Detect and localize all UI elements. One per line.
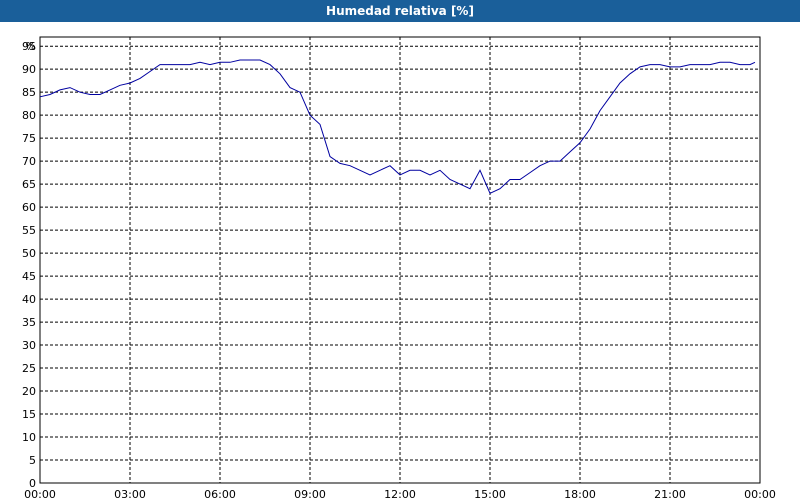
y-axis-label: % <box>26 40 36 53</box>
x-tick-time: 00:00 <box>24 488 56 500</box>
grid-lines <box>40 37 760 483</box>
x-tick-time: 15:00 <box>474 488 506 500</box>
x-tick-time: 00:00 <box>744 488 776 500</box>
y-tick-label: 80 <box>22 109 36 122</box>
humidity-series-line <box>39 59 756 194</box>
x-tick-time: 12:00 <box>384 488 416 500</box>
y-tick-label: 20 <box>22 385 36 398</box>
chart-title: Humedad relativa [%] <box>0 0 800 22</box>
y-tick-label: 55 <box>22 224 36 237</box>
y-tick-label: 5 <box>29 454 36 467</box>
x-tick-time: 18:00 <box>564 488 596 500</box>
y-tick-label: 65 <box>22 178 36 191</box>
humidity-chart: 0 5 10 15 20 25 30 35 40 45 50 55 60 65 70 75 80 85 90 95 0… <box>22 36 776 500</box>
y-tick-label: 15 <box>22 408 36 421</box>
y-tick-label: 90 <box>22 63 36 76</box>
y-tick-label: 25 <box>22 362 36 375</box>
y-tick-label: 40 <box>22 293 36 306</box>
y-tick-label: 45 <box>22 270 36 283</box>
y-tick-label: 50 <box>22 247 36 260</box>
y-tick-label: 35 <box>22 316 36 329</box>
y-tick-label: 95 <box>22 40 36 53</box>
y-axis-ticks: 0 5 10 15 20 25 30 35 40 45 50 55 60 65 70 75 80 85 90 95 <box>22 40 36 490</box>
x-tick-time: 09:00 <box>294 488 326 500</box>
x-axis-ticks: 00:0009/09/1503:0009/09/1506:0009/09/150… <box>24 488 776 500</box>
x-tick-time: 06:00 <box>204 488 236 500</box>
y-tick-label: 60 <box>22 201 36 214</box>
y-tick-label: 10 <box>22 431 36 444</box>
y-tick-label: 75 <box>22 132 36 145</box>
y-tick-label: 0 <box>29 477 36 490</box>
x-tick-time: 03:00 <box>114 488 146 500</box>
y-tick-label: 70 <box>22 155 36 168</box>
y-tick-label: 85 <box>22 86 36 99</box>
y-tick-label: 30 <box>22 339 36 352</box>
x-tick-time: 21:00 <box>654 488 686 500</box>
